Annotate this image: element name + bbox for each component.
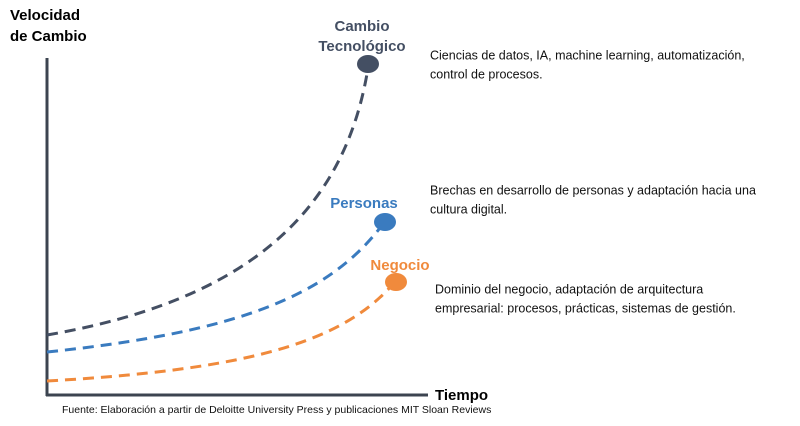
curve-description: cultura digital. [430,202,507,216]
curve-label: Tecnológico [318,38,405,55]
curve-dot [374,213,396,231]
curve-description: Dominio del negocio, adaptación de arqui… [435,282,703,296]
y-axis-label: Velocidad [10,7,80,24]
y-axis-label: de Cambio [10,28,87,45]
curve-description: control de procesos. [430,67,543,81]
curve-description: Brechas en desarrollo de personas y adap… [430,183,756,197]
curve [46,67,370,337]
curve-dot [385,273,407,291]
curve-description: empresarial: procesos, prácticas, sistem… [435,301,736,315]
x-axis-label: Tiempo [435,387,488,404]
source-note: Fuente: Elaboración a partir de Deloitte… [62,404,491,416]
curve-label: Cambio [334,18,389,35]
curve [46,223,385,354]
curve-label: Personas [330,195,398,212]
curve-label: Negocio [370,257,429,274]
curve-description: Ciencias de datos, IA, machine learning,… [430,48,745,62]
curve-dot [357,55,379,73]
curve [46,283,395,383]
